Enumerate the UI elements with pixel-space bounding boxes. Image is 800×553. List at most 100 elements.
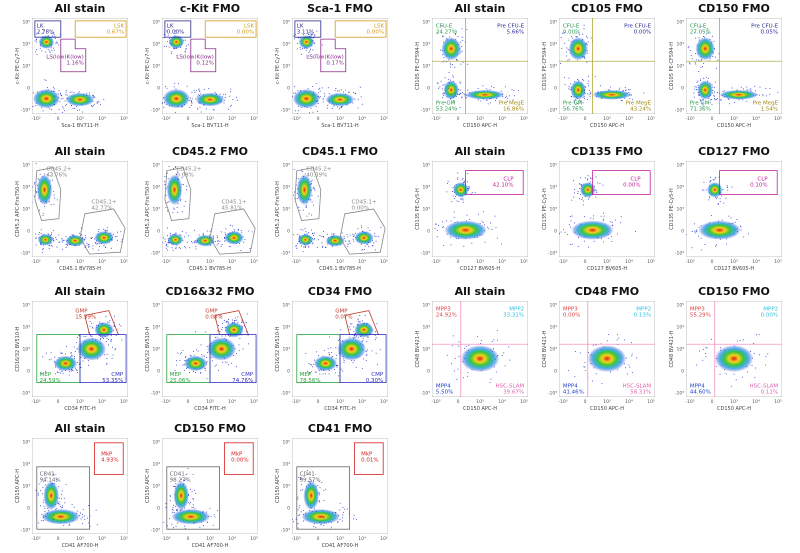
event-dot <box>43 206 45 208</box>
gate-name: CFU-E <box>690 24 707 30</box>
event-dot <box>695 86 697 88</box>
event-dot <box>296 43 298 45</box>
event-dot <box>375 338 377 340</box>
event-dot <box>50 175 52 177</box>
event-dot <box>165 245 167 247</box>
event-dot <box>88 92 90 94</box>
y-tick-label: 10³ <box>282 347 290 353</box>
event-dot <box>342 91 344 93</box>
event-dot <box>323 489 325 491</box>
gate <box>339 334 387 384</box>
event-dot <box>720 99 722 101</box>
event-dot <box>224 320 226 322</box>
y-tick-label: -10³ <box>675 251 684 257</box>
event-dot <box>509 95 511 97</box>
event-dot <box>55 42 57 44</box>
x-tick-label: 10⁴ <box>228 536 236 542</box>
event-dot <box>366 353 368 355</box>
event-dot <box>51 179 53 181</box>
event-dot <box>302 34 304 36</box>
event-dot <box>689 63 691 65</box>
event-dot <box>335 347 337 349</box>
event-dot <box>312 85 314 87</box>
event-dot <box>202 525 204 527</box>
event-dot <box>588 85 590 87</box>
event-dot <box>434 227 436 229</box>
y-tick-label: 0 <box>27 506 30 512</box>
gate <box>465 170 524 196</box>
plot <box>432 161 528 257</box>
event-dot <box>40 505 42 507</box>
event-dot <box>681 218 682 219</box>
y-tick-label: -10³ <box>421 391 430 397</box>
event-dot <box>712 179 714 181</box>
event-dot <box>758 354 760 356</box>
event-dot <box>573 196 575 198</box>
gate-name: Pre GM <box>436 100 456 106</box>
event-dot <box>308 55 310 57</box>
x-tick-label: 10⁴ <box>98 116 106 122</box>
event-dot <box>36 41 38 43</box>
event-dot <box>450 362 452 364</box>
panel-title: CD135 FMO <box>571 145 643 158</box>
event-dot <box>471 242 473 244</box>
event-dot <box>457 177 459 179</box>
event-dot <box>178 83 180 85</box>
gate <box>294 167 322 221</box>
event-dot <box>110 340 112 342</box>
event-dot <box>103 245 105 247</box>
gate-name: CD45.1+ <box>222 199 247 205</box>
event-dot <box>709 181 711 183</box>
y-tick-label: 0 <box>157 229 160 235</box>
event-dot <box>320 114 321 115</box>
event-dot <box>213 236 215 238</box>
density <box>162 89 190 109</box>
x-tick-label: 10⁴ <box>498 399 506 405</box>
gate-percent: 0.08% <box>205 315 222 321</box>
event-dot <box>192 498 194 500</box>
event-dot <box>463 347 465 349</box>
event-dot <box>583 240 585 242</box>
x-tick-label: 10³ <box>476 399 484 405</box>
event-dot <box>194 372 196 374</box>
event-dot <box>377 364 379 366</box>
y-tick-label: -10³ <box>21 528 30 534</box>
event-dot <box>589 94 591 96</box>
plot <box>289 18 388 115</box>
gate <box>209 334 257 384</box>
event-dot <box>449 79 451 81</box>
event-dot <box>756 334 758 336</box>
y-tick-label: 0 <box>554 369 557 375</box>
y-tick-label: 0 <box>681 86 684 92</box>
x-tick-label: 10⁴ <box>358 116 366 122</box>
x-axis-label: CD41 AF700-H <box>322 543 359 549</box>
event-dot <box>452 195 454 197</box>
event-dot <box>25 101 26 102</box>
event-dot <box>753 343 755 345</box>
y-tick-label: 10⁵ <box>549 163 557 169</box>
y-tick-label: 10⁴ <box>422 42 430 48</box>
event-dot <box>175 166 177 168</box>
event-dot <box>357 107 359 109</box>
event-dot <box>51 232 53 234</box>
event-dot <box>714 81 716 83</box>
event-dot <box>92 327 94 329</box>
event-dot <box>289 104 290 105</box>
event-dot <box>563 77 565 79</box>
event-dot <box>189 247 191 249</box>
event-dot <box>297 509 299 511</box>
event-dot <box>453 370 455 372</box>
event-dot <box>219 240 221 242</box>
event-dot <box>105 230 107 232</box>
event-dot <box>116 235 118 237</box>
event-dot <box>705 346 707 348</box>
gate-name: CD41- <box>170 472 187 478</box>
gate <box>164 167 192 221</box>
event-dot <box>317 92 319 94</box>
y-tick-label: -10³ <box>421 251 430 257</box>
event-dot <box>35 191 37 193</box>
event-dot <box>696 364 698 366</box>
y-tick-label: -10³ <box>151 251 160 257</box>
event-dot <box>167 245 169 247</box>
event-dot <box>334 369 336 371</box>
